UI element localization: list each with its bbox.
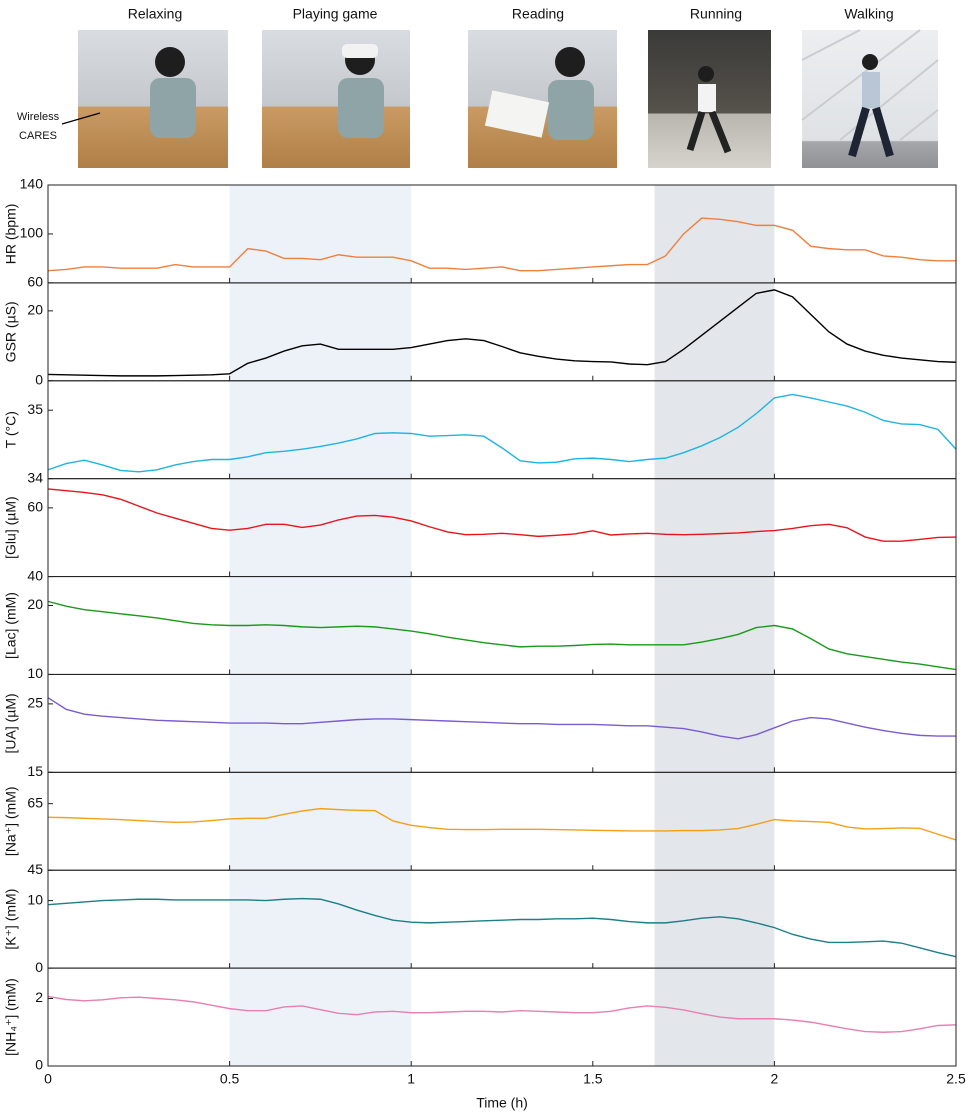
y-tick-label: 45 [27, 861, 43, 877]
photo-label: Playing game [293, 6, 378, 22]
photo-figure [548, 80, 594, 140]
y-axis-label: [NH₄⁺] (mM) [3, 978, 19, 1056]
y-axis-label: T (°C) [3, 411, 19, 448]
y-tick-label: 140 [20, 176, 44, 192]
x-axis-label: Time (h) [476, 1095, 528, 1111]
y-tick-label: 25 [27, 695, 43, 711]
photo-figure [484, 90, 550, 138]
y-axis-label: [Na⁺] (mM) [3, 786, 19, 856]
panel-frame [47, 184, 957, 284]
y-tick-label: 15 [27, 763, 43, 779]
y-axis-label: [Lac] (mM) [3, 592, 19, 659]
panel-frame [47, 869, 957, 969]
y-tick-label: 60 [27, 499, 43, 515]
y-tick-label: 0 [35, 371, 43, 387]
x-tick-label: 2.5 [946, 1071, 966, 1087]
photo-figure [555, 47, 585, 77]
photos [78, 29, 939, 168]
y-tick-label: 35 [27, 401, 43, 417]
x-tick-label: 1.5 [583, 1071, 603, 1087]
panel-frame [47, 380, 957, 480]
photo-wall-lines [801, 29, 939, 141]
x-tick-label: 1 [407, 1071, 415, 1087]
y-axis-label: GSR (µS) [3, 301, 19, 362]
photo-label: Walking [844, 6, 893, 22]
x-tick-label: 0.5 [220, 1071, 240, 1087]
shaded-region [654, 185, 775, 1066]
y-tick-label: 10 [27, 891, 43, 907]
series-line [47, 807, 957, 841]
photo-playing [262, 30, 410, 168]
annotation: CARES [19, 130, 57, 142]
photo-label: Running [690, 6, 742, 22]
photo-label: Reading [512, 6, 564, 22]
y-tick-label: 20 [27, 596, 43, 612]
y-tick-label: 0 [35, 1057, 43, 1073]
y-tick-label: 40 [27, 567, 43, 583]
y-tick-label: 20 [27, 302, 43, 318]
photo-figure [862, 54, 878, 70]
x-tick-label: 2 [771, 1071, 779, 1087]
y-tick-label: 34 [27, 469, 43, 485]
y-axis-label: HR (bpm) [3, 204, 19, 265]
photo-figure [342, 44, 378, 58]
series-line [47, 289, 957, 377]
panel-frame [47, 282, 957, 382]
photo-figure [150, 78, 196, 138]
y-tick-label: 100 [20, 225, 44, 241]
y-axis-label: [K⁺] (mM) [3, 889, 19, 950]
photo-figure [862, 72, 880, 108]
series-line [47, 600, 957, 671]
photo-reading [468, 30, 617, 168]
photo-figure [698, 66, 714, 82]
photo-label: Relaxing [128, 6, 182, 22]
series-line [47, 897, 957, 958]
photo-figure [686, 110, 732, 154]
series-line [47, 697, 956, 740]
series-line [47, 488, 957, 542]
y-tick-label: 65 [27, 794, 43, 810]
y-axis-label: [UA] (µM) [3, 693, 19, 753]
photo-figure [338, 78, 384, 138]
annotation: Wireless [17, 111, 60, 123]
x-tick-label: 0 [44, 1071, 52, 1087]
panel-frame [47, 967, 957, 1067]
photo-figure [698, 84, 716, 112]
series-line [47, 995, 957, 1033]
series-line [47, 217, 956, 272]
panel-frame [47, 576, 957, 675]
photo-figure [155, 47, 185, 77]
panel-frame [47, 478, 957, 578]
y-tick-label: 2 [35, 989, 43, 1005]
y-tick-label: 10 [27, 665, 43, 681]
photo-figure [848, 106, 894, 158]
y-axis-label: [Glu] (µM) [3, 496, 19, 559]
series-line [47, 393, 957, 473]
y-tick-label: 60 [27, 274, 43, 290]
y-tick-label: 0 [35, 959, 43, 975]
annotation-arrow [61, 112, 101, 125]
